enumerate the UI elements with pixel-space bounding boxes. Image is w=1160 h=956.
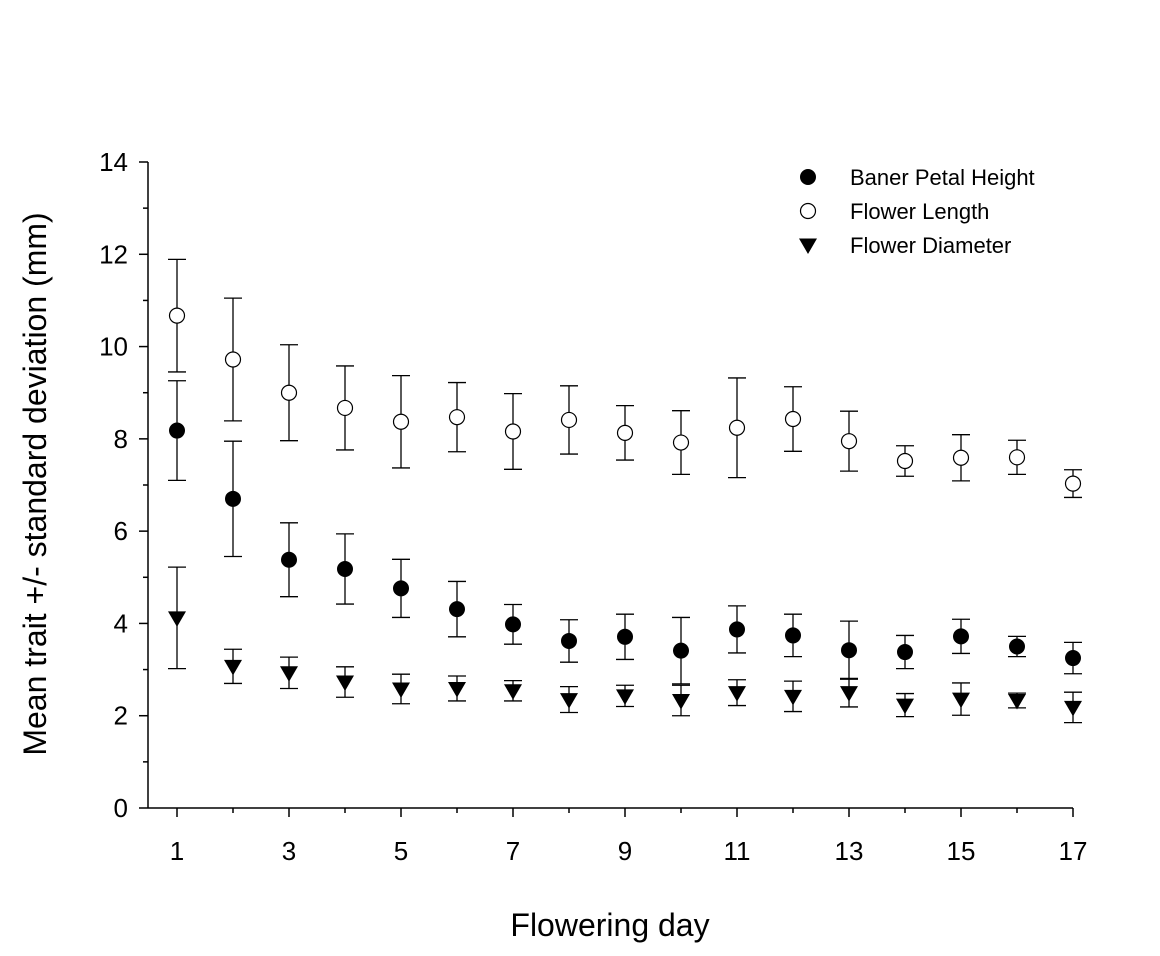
y-tick-label: 8: [114, 424, 128, 454]
data-point: [560, 693, 578, 709]
data-point: [616, 424, 634, 441]
data-point: [896, 698, 914, 715]
data-point: [1064, 475, 1082, 492]
x-tick-label: 13: [835, 836, 864, 866]
data-point: [784, 689, 802, 706]
data-point: [800, 169, 816, 185]
data-point: [504, 684, 522, 700]
x-tick-label: 9: [618, 836, 632, 866]
y-tick-label: 4: [114, 608, 128, 638]
data-point: [953, 628, 969, 645]
legend: Baner Petal Height Flower Length Flower Di…: [799, 165, 1035, 258]
data-point: [617, 628, 633, 645]
data-point: [1065, 650, 1081, 667]
legend-label: Flower Length: [850, 199, 989, 224]
x-tick-label: 5: [394, 836, 408, 866]
legend-item: Flower Diameter: [799, 233, 1011, 258]
x-tick-label: 7: [506, 836, 520, 866]
series-flower-length: [168, 258, 1082, 499]
data-point: [224, 351, 242, 368]
y-axis-title: Mean trait +/- standard deviation (mm): [17, 212, 53, 755]
data-point: [392, 682, 410, 698]
y-tick-label: 10: [99, 332, 128, 362]
data-point: [616, 689, 634, 705]
data-point: [169, 422, 185, 439]
data-point: [728, 686, 746, 702]
data-point: [952, 692, 970, 709]
data-point: [224, 659, 242, 676]
data-point: [672, 693, 690, 710]
data-point: [168, 307, 186, 324]
data-point: [799, 202, 817, 220]
data-point: [336, 399, 354, 417]
data-point: [168, 611, 186, 627]
legend-item: Flower Length: [799, 199, 989, 224]
data-point: [1009, 638, 1025, 655]
legend-label: Flower Diameter: [850, 233, 1011, 258]
data-point: [1008, 693, 1026, 710]
y-tick-label: 2: [114, 701, 128, 731]
data-point: [448, 409, 466, 426]
data-point: [448, 681, 466, 698]
y-tick-label: 12: [99, 239, 128, 269]
data-point: [952, 449, 970, 466]
data-point: [673, 642, 689, 659]
data-point: [393, 580, 409, 597]
x-tick-label: 11: [724, 836, 751, 866]
data-point: [392, 413, 410, 430]
data-point: [1008, 449, 1026, 466]
data-point: [799, 238, 817, 254]
legend-item: Baner Petal Height: [800, 165, 1035, 190]
legend-label: Baner Petal Height: [850, 165, 1035, 190]
data-point: [897, 644, 913, 661]
data-point: [504, 423, 522, 440]
y-tick-label: 14: [99, 147, 128, 177]
data-point: [785, 627, 801, 644]
series-flower-diameter: [168, 566, 1082, 724]
data-point: [560, 411, 578, 429]
data-point: [561, 632, 577, 649]
data-point: [896, 452, 914, 470]
x-tick-label: 1: [170, 836, 184, 866]
y-tick-label: 6: [114, 516, 128, 546]
plot-area: [168, 258, 1082, 724]
data-point: [1064, 700, 1082, 717]
data-point: [280, 384, 298, 401]
x-tick-label: 3: [282, 836, 296, 866]
data-point: [281, 551, 297, 568]
data-point: [841, 642, 857, 659]
data-point: [280, 666, 298, 682]
data-point: [784, 410, 802, 428]
series-baner-petal-height: [168, 380, 1082, 685]
data-point: [505, 616, 521, 633]
data-point: [225, 490, 241, 507]
x-tick-label: 17: [1059, 836, 1088, 866]
data-point: [672, 434, 690, 451]
data-point: [840, 686, 858, 702]
x-tick-label: 15: [947, 836, 976, 866]
data-point: [729, 621, 745, 638]
data-point: [449, 601, 465, 618]
data-point: [336, 675, 354, 692]
data-point: [337, 560, 353, 577]
y-tick-label: 0: [114, 793, 128, 823]
data-point: [728, 419, 746, 436]
data-point: [840, 433, 858, 450]
x-axis-title: Flowering day: [510, 907, 709, 943]
